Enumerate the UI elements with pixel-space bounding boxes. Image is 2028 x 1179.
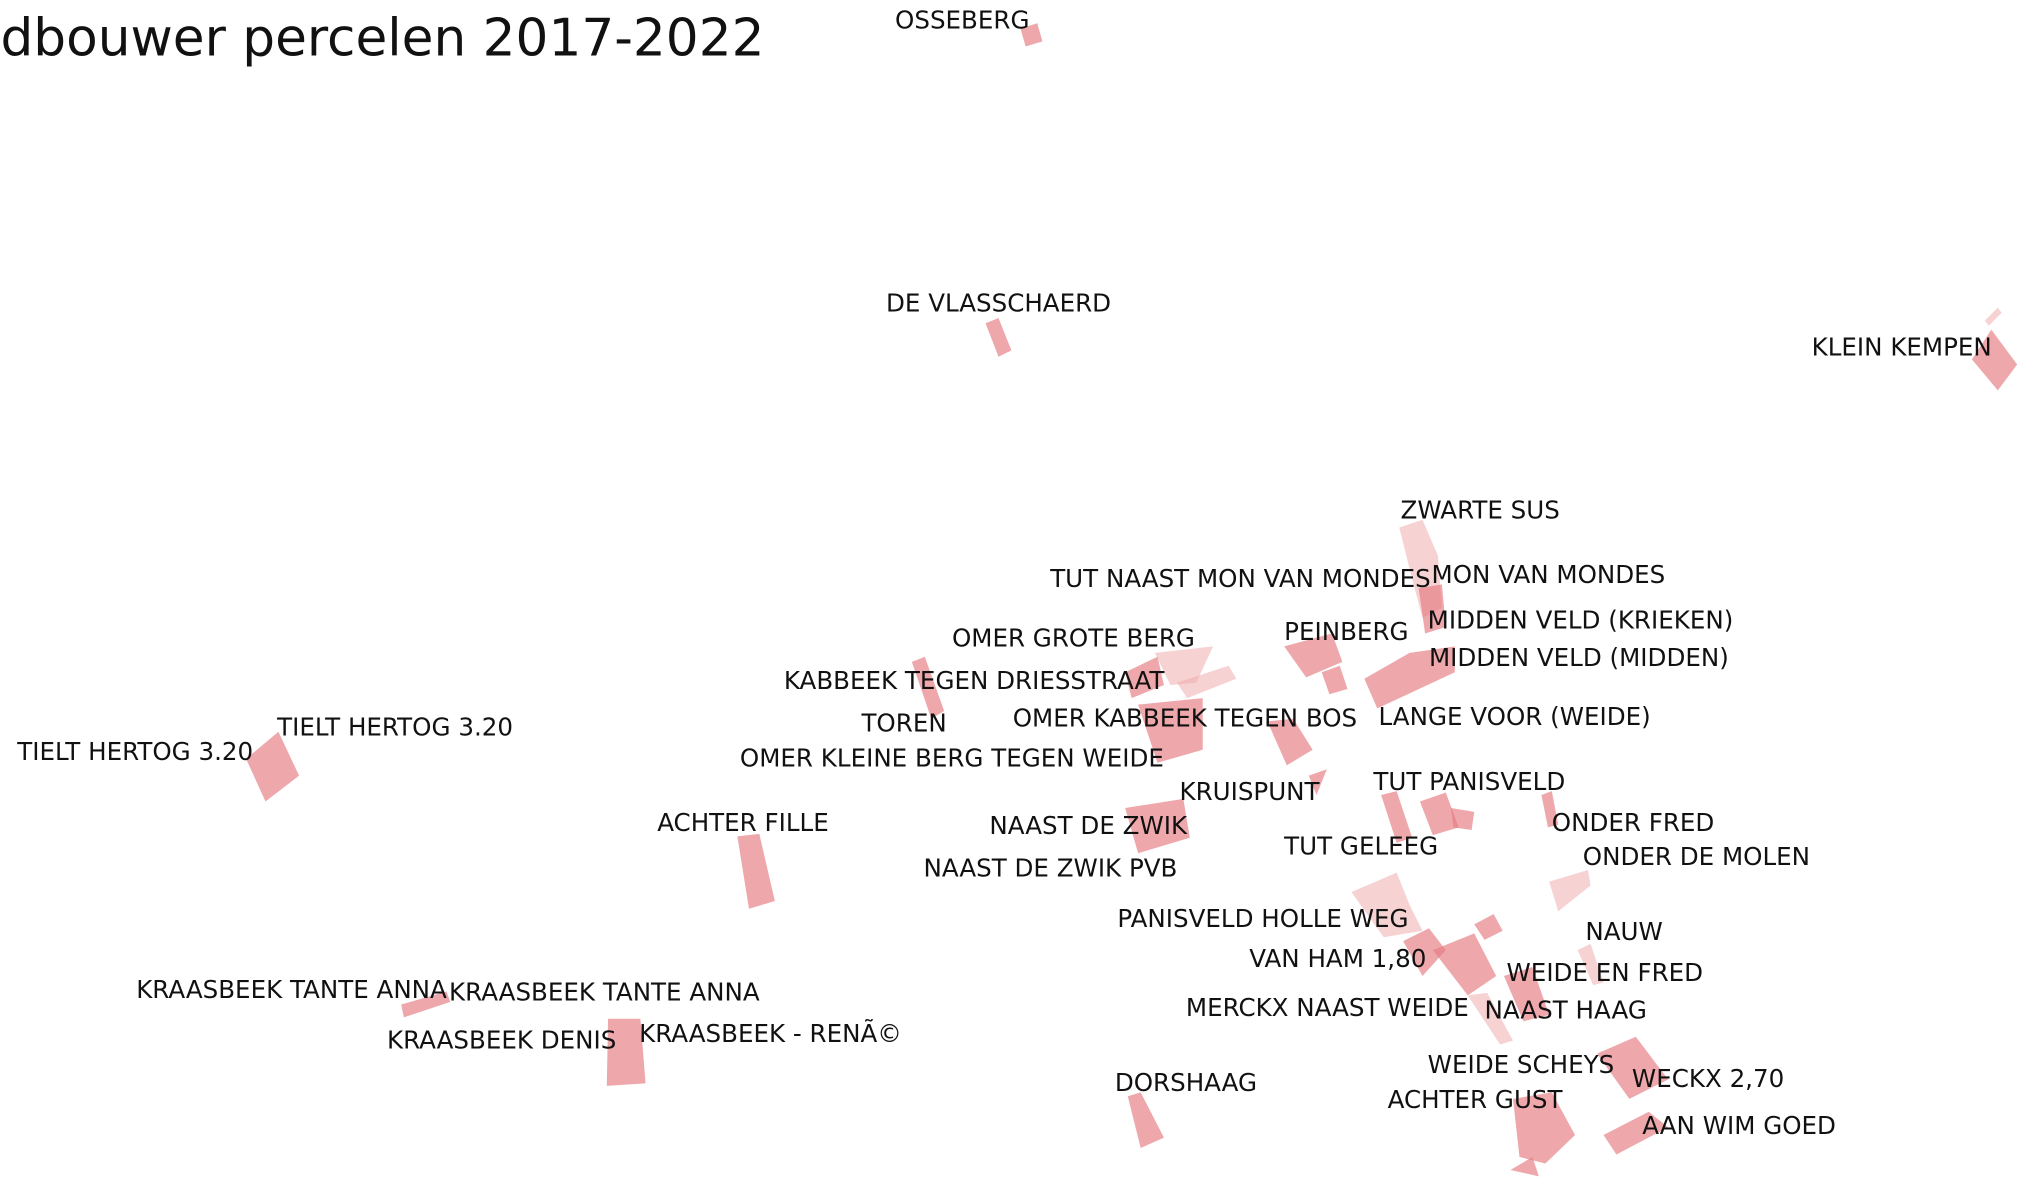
- parcel-label: ZWARTE SUS: [1401, 495, 1560, 524]
- parcel-label: OSSEBERG: [895, 5, 1029, 34]
- parcel: [1597, 1036, 1669, 1099]
- parcel: [1474, 913, 1503, 940]
- parcel: [985, 318, 1012, 357]
- parcel: [1419, 792, 1459, 836]
- parcel-label: ONDER DE MOLEN: [1583, 842, 1810, 871]
- parcel-label: DE VLASSCHAERD: [886, 289, 1111, 318]
- parcel-label: NAAST DE ZWIK: [989, 811, 1188, 840]
- parcel-label: PEINBERG: [1284, 617, 1408, 646]
- parcel: [1432, 933, 1497, 996]
- parcel: [1267, 718, 1313, 766]
- parcel-label: MERCKX NAAST WEIDE: [1186, 993, 1469, 1022]
- parcel: [1603, 1111, 1669, 1155]
- parcel: [1020, 23, 1043, 47]
- parcel: [911, 656, 945, 719]
- parcel: [401, 991, 451, 1018]
- parcel: [1503, 966, 1550, 1022]
- parcel: [606, 1018, 646, 1086]
- parcel: [1513, 1092, 1576, 1164]
- parcel: [1125, 798, 1190, 854]
- parcel-label: NAUW: [1585, 917, 1662, 946]
- parcel-label: KRAASBEEK - RENÃ©: [639, 1018, 902, 1048]
- parcel: [1308, 769, 1327, 796]
- parcel-label: OMER KLEINE BERG TEGEN WEIDE: [740, 744, 1164, 773]
- parcel: [1176, 665, 1237, 699]
- parcel-label: WEIDE EN FRED: [1507, 958, 1704, 987]
- parcel-label: OMER KABBEEK TEGEN BOS: [1013, 704, 1357, 733]
- parcel: [737, 833, 775, 909]
- parcel: [1364, 646, 1455, 709]
- parcel-label: AAN WIM GOED: [1642, 1111, 1836, 1140]
- parcel-label: KRUISPUNT: [1179, 777, 1320, 806]
- parcel-label: TUT NAAST MON VAN MONDES: [1049, 564, 1430, 593]
- parcel-label: TIELT HERTOG 3.20: [16, 737, 253, 766]
- parcel-label: WECKX 2,70: [1632, 1064, 1784, 1093]
- parcel-label: KABBEEK TEGEN DRIESSTRAAT: [784, 666, 1166, 695]
- parcel: [1984, 307, 2002, 326]
- parcel-label: KRAASBEEK DENIS: [387, 1025, 616, 1054]
- parcel: [1127, 1092, 1164, 1148]
- parcels: [246, 23, 2018, 1177]
- parcel: [1418, 584, 1446, 634]
- parcel: [1138, 698, 1203, 763]
- parcel: [1467, 992, 1514, 1045]
- parcel-label: TOREN: [860, 709, 946, 738]
- parcel: [1971, 329, 2018, 391]
- parcel-label: ACHTER FILLE: [657, 808, 829, 837]
- parcel-label: TUT PANISVELD: [1372, 767, 1565, 796]
- parcel-label: PANISVELD HOLLE WEG: [1117, 904, 1408, 933]
- parcel: [1450, 807, 1475, 830]
- parcel: [1284, 633, 1343, 678]
- labels: OSSEBERG DE VLASSCHAERD KLEIN KEMPEN ZWARTE…: [16, 5, 1992, 1139]
- parcel: [1541, 791, 1559, 828]
- parcel: [1577, 943, 1604, 986]
- parcel: [1351, 872, 1423, 938]
- parcel: [1381, 791, 1413, 843]
- parcel-label: KRAASBEEK TANTE ANNA: [449, 978, 760, 1007]
- parcel-label: ACHTER GUST: [1388, 1085, 1564, 1114]
- parcel-label: KLEIN KEMPEN: [1812, 333, 1992, 362]
- parcel: [1154, 646, 1214, 686]
- parcel-label: TIELT HERTOG 3.20: [276, 713, 513, 742]
- parcel-label: MON VAN MONDES: [1432, 560, 1666, 589]
- parcel: [246, 731, 300, 802]
- parcel-label: LANGE VOOR (WEIDE): [1379, 702, 1651, 731]
- parcel: [1549, 870, 1591, 912]
- parcel-label: MIDDEN VELD (MIDDEN): [1429, 643, 1729, 672]
- parcel: [1321, 665, 1348, 695]
- parcel-label: WEIDE SCHEYS: [1428, 1050, 1615, 1079]
- parcel: [1510, 1157, 1539, 1177]
- parcel-label: VAN HAM 1,80: [1249, 944, 1426, 973]
- map-title: dbouwer percelen 2017-2022: [0, 9, 764, 69]
- parcel-label: NAAST HAAG: [1485, 996, 1647, 1025]
- parcel-label: MIDDEN VELD (KRIEKEN): [1428, 605, 1734, 634]
- parcel: [1403, 928, 1446, 977]
- parcel-label: TUT GELEEG: [1283, 832, 1438, 861]
- parcel-label: OMER GROTE BERG: [952, 623, 1195, 652]
- parcel-label: ONDER FRED: [1552, 808, 1715, 837]
- parcel: [1125, 656, 1164, 699]
- parcel-label: KRAASBEEK TANTE ANNA: [136, 975, 447, 1004]
- parcel-label: DORSHAAG: [1115, 1068, 1257, 1097]
- parcel-label: NAAST DE ZWIK PVB: [924, 853, 1178, 882]
